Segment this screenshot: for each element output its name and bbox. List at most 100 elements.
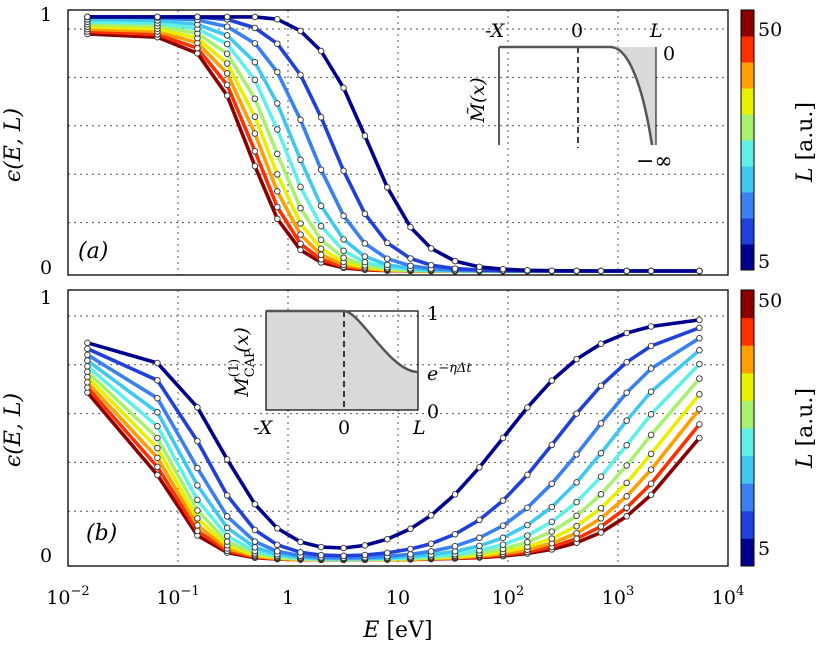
xtick-label: 10−1	[156, 584, 199, 609]
data-point-L=35	[194, 515, 201, 522]
inset-a-ylabel: M̃(x)	[467, 78, 489, 124]
data-point-L=10	[573, 410, 580, 417]
data-point-L=20	[573, 479, 580, 486]
data-point-L=15	[548, 480, 556, 487]
panel-a-ytick-1: 1	[40, 4, 52, 26]
data-point-L=45	[597, 523, 605, 530]
xtick-label: 103	[602, 584, 634, 609]
data-point-L=5	[340, 84, 347, 92]
data-point-L=20	[384, 261, 391, 269]
data-point-L=10	[451, 265, 459, 272]
data-point-L=5	[623, 267, 630, 275]
data-point-L=10	[524, 471, 531, 479]
data-point-L=10	[154, 377, 161, 384]
colorbar-b-label: L [a.u.]	[793, 388, 818, 469]
data-point-L=20	[251, 58, 259, 66]
colorbar-swatch-L=25	[741, 428, 754, 457]
data-point-L=25	[548, 518, 556, 526]
inset-b-ylabel: MCAP(1)(x)	[227, 327, 258, 398]
data-point-L=25	[597, 473, 605, 480]
data-point-L=25	[524, 532, 531, 539]
data-point-L=10	[427, 261, 435, 269]
data-point-L=45	[623, 504, 630, 511]
data-point-L=40	[297, 231, 304, 238]
data-point-L=50	[696, 434, 703, 442]
panel-b-colorbar	[740, 289, 755, 567]
data-point-L=30	[223, 50, 231, 57]
colorbar-swatch-L=20	[741, 455, 754, 484]
data-point-L=5	[361, 542, 369, 549]
data-point-L=5	[451, 257, 459, 265]
data-point-L=35	[317, 245, 325, 253]
colorbar-swatch-L=20	[741, 166, 754, 193]
data-point-L=5	[573, 267, 580, 275]
data-point-L=25	[274, 126, 281, 133]
data-point-L=50	[297, 246, 304, 254]
data-point-L=10	[384, 549, 391, 557]
panel-b-frame	[67, 289, 729, 567]
data-point-L=10	[407, 255, 414, 262]
data-point-L=15	[573, 451, 580, 458]
data-point-L=15	[407, 551, 414, 558]
inset-a-profile-curve	[499, 45, 654, 146]
panel-b-xlabel: E [eV]	[362, 618, 432, 643]
panel-a-frame	[67, 9, 729, 276]
colorbar-swatch-L=10	[741, 218, 754, 245]
data-point-L=5	[317, 543, 325, 551]
data-point-L=20	[84, 357, 91, 364]
data-point-L=15	[427, 548, 435, 555]
data-point-L=50	[223, 92, 231, 99]
panel-b-series	[84, 316, 703, 564]
data-point-L=15	[154, 394, 161, 402]
data-point-L=10	[274, 541, 281, 549]
data-point-L=15	[597, 420, 605, 427]
data-point-L=15	[223, 513, 231, 520]
data-point-L=5	[84, 339, 91, 347]
data-point-L=30	[524, 538, 531, 546]
data-point-L=10	[297, 549, 304, 556]
data-point-L=5	[647, 323, 655, 330]
data-point-L=5	[274, 15, 281, 23]
data-point-L=15	[499, 522, 507, 529]
data-point-L=15	[223, 23, 231, 30]
data-point-L=10	[647, 342, 655, 350]
data-point-L=20	[548, 503, 556, 511]
data-point-L=40	[647, 466, 655, 473]
data-point-L=5	[223, 456, 231, 463]
data-point-L=10	[297, 71, 304, 79]
data-point-L=5	[548, 267, 556, 274]
data-point-L=25	[647, 411, 655, 418]
data-point-L=25	[223, 532, 231, 540]
data-point-L=45	[696, 421, 703, 428]
data-point-L=35	[597, 504, 605, 512]
data-point-L=20	[623, 417, 630, 424]
data-point-L=30	[223, 538, 231, 545]
panel-a-ylabel: ϵ(E, L)	[1, 108, 26, 182]
data-point-L=10	[597, 382, 605, 389]
colorbar-swatch-L=50	[741, 10, 754, 37]
inset-a-shaded-area	[578, 47, 656, 145]
data-point-L=5	[696, 316, 703, 324]
colorbar-swatch-L=15	[741, 483, 754, 512]
data-point-L=10	[548, 441, 556, 449]
data-point-L=30	[317, 236, 325, 244]
data-point-L=30	[154, 434, 161, 442]
data-point-L=10	[251, 526, 259, 534]
panel-b-inset: -X 0 L 1 e−ηΔt 0 MCAP(1)(x)	[227, 303, 472, 439]
data-point-L=5	[548, 377, 556, 384]
data-point-L=10	[499, 497, 507, 504]
panel-b-ytick-1: 1	[40, 287, 52, 309]
data-point-L=50	[274, 215, 281, 223]
data-point-L=50	[251, 162, 259, 170]
panel-a-colorbar	[740, 9, 755, 271]
data-point-L=30	[597, 491, 605, 498]
data-point-L=15	[407, 262, 414, 270]
data-point-L=30	[194, 507, 201, 514]
inset-a-xlabel-zero: 0	[571, 20, 583, 42]
data-point-L=20	[274, 100, 281, 107]
data-point-L=5	[427, 245, 435, 252]
data-point-L=35	[573, 522, 580, 530]
data-point-L=25	[223, 40, 231, 48]
data-point-L=10	[451, 530, 459, 538]
data-point-L=10	[361, 551, 369, 559]
